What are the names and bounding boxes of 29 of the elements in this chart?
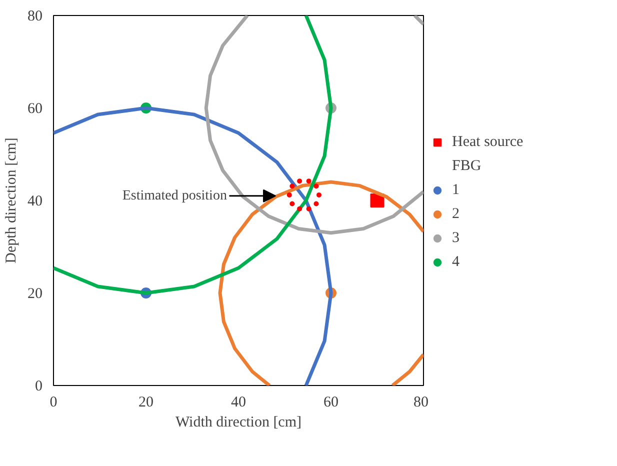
y-tick-label: 20 — [28, 286, 42, 302]
legend-label: 4 — [452, 254, 460, 270]
y-tick-label: 60 — [28, 101, 42, 117]
x-tick-label: 40 — [231, 394, 246, 410]
x-tick-label: 80 — [414, 394, 428, 410]
point — [290, 184, 295, 189]
legend-title: FBG — [452, 158, 482, 174]
annotation: Estimated position — [122, 188, 227, 204]
point — [306, 206, 312, 212]
legend-label: 3 — [452, 230, 460, 246]
x-axis-title: Width direction [cm] — [175, 414, 302, 430]
point — [286, 192, 292, 198]
y-tick-label: 40 — [28, 194, 42, 210]
point — [297, 206, 302, 212]
y-axis-title: Depth direction [cm] — [4, 138, 20, 264]
point — [290, 201, 295, 206]
y-tick-label: 80 — [28, 8, 42, 24]
legend-label: 1 — [452, 182, 460, 198]
point — [316, 192, 322, 198]
point — [314, 201, 319, 206]
x-tick-label: 20 — [138, 394, 154, 410]
point — [297, 178, 302, 184]
x-tick-label: 60 — [324, 394, 338, 410]
x-tick-label: 0 — [50, 394, 58, 410]
point — [314, 184, 319, 189]
legend-label: 2 — [452, 206, 460, 222]
legend-label: Heat source — [452, 134, 524, 150]
y-tick-label: 0 — [35, 378, 42, 394]
point — [306, 178, 312, 184]
